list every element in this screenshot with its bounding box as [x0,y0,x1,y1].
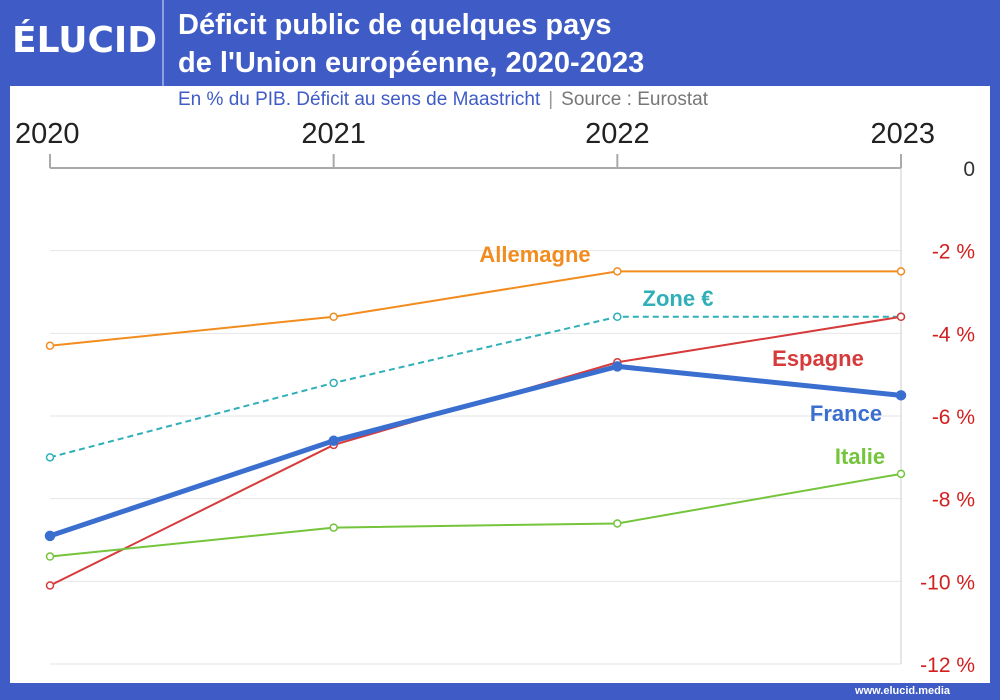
y-tick-label: 0 [963,158,975,181]
source-text: Source : Eurostat [561,89,708,110]
data-point [329,378,338,388]
footer-url[interactable]: www.elucid.media [855,685,950,697]
x-tick-label: 2023 [870,118,935,150]
data-point [896,469,906,479]
y-tick-label: -10 % [920,571,975,594]
data-point [329,523,338,532]
title-line-2: de l'Union européenne, 2020-2023 [178,47,645,79]
header-divider [162,0,164,86]
data-point [45,581,55,590]
title-line-1: Déficit public de quelques pays [178,9,612,41]
series-label: Zone € [643,286,714,311]
series-line-0 [49,270,901,347]
subtitle-text: En % du PIB. Déficit au sens de Maastric… [178,89,541,110]
series-label: Allemagne [479,242,590,267]
y-tick-label: -12 % [920,654,975,677]
y-tick-label: -2 % [932,241,975,264]
y-tick-label: -8 % [932,489,975,512]
data-point [612,361,623,372]
x-tick-label: 2020 [15,118,80,150]
series-label: Espagne [772,346,864,371]
header: ÉLUCID Déficit public de quelques pays d… [0,0,1000,86]
data-point [45,552,55,561]
series-line-3 [49,363,902,539]
data-point [44,530,56,542]
data-point [613,519,622,528]
chart-subtitle: En % du PIB. Déficit au sens de Maastric… [178,89,708,111]
chart-panel [10,86,990,683]
data-point [329,312,338,322]
series-line-4 [49,472,902,558]
data-point [613,267,622,276]
chart-title: Déficit public de quelques pays de l'Uni… [178,6,978,82]
y-tick-label: -4 % [932,323,975,346]
subtitle-separator: | [548,89,554,110]
elucid-logo: ÉLUCID [12,20,158,61]
y-tick-label: -6 % [932,406,975,429]
x-tick-label: 2022 [585,118,650,150]
data-point [45,341,55,350]
series-label: Italie [835,444,885,469]
data-point [896,267,906,276]
data-point [896,312,906,322]
x-tick-label: 2021 [301,118,366,150]
series-label: France [810,401,882,426]
data-point [45,453,55,462]
data-point [328,435,339,447]
data-point [613,312,622,322]
data-point [895,390,907,401]
